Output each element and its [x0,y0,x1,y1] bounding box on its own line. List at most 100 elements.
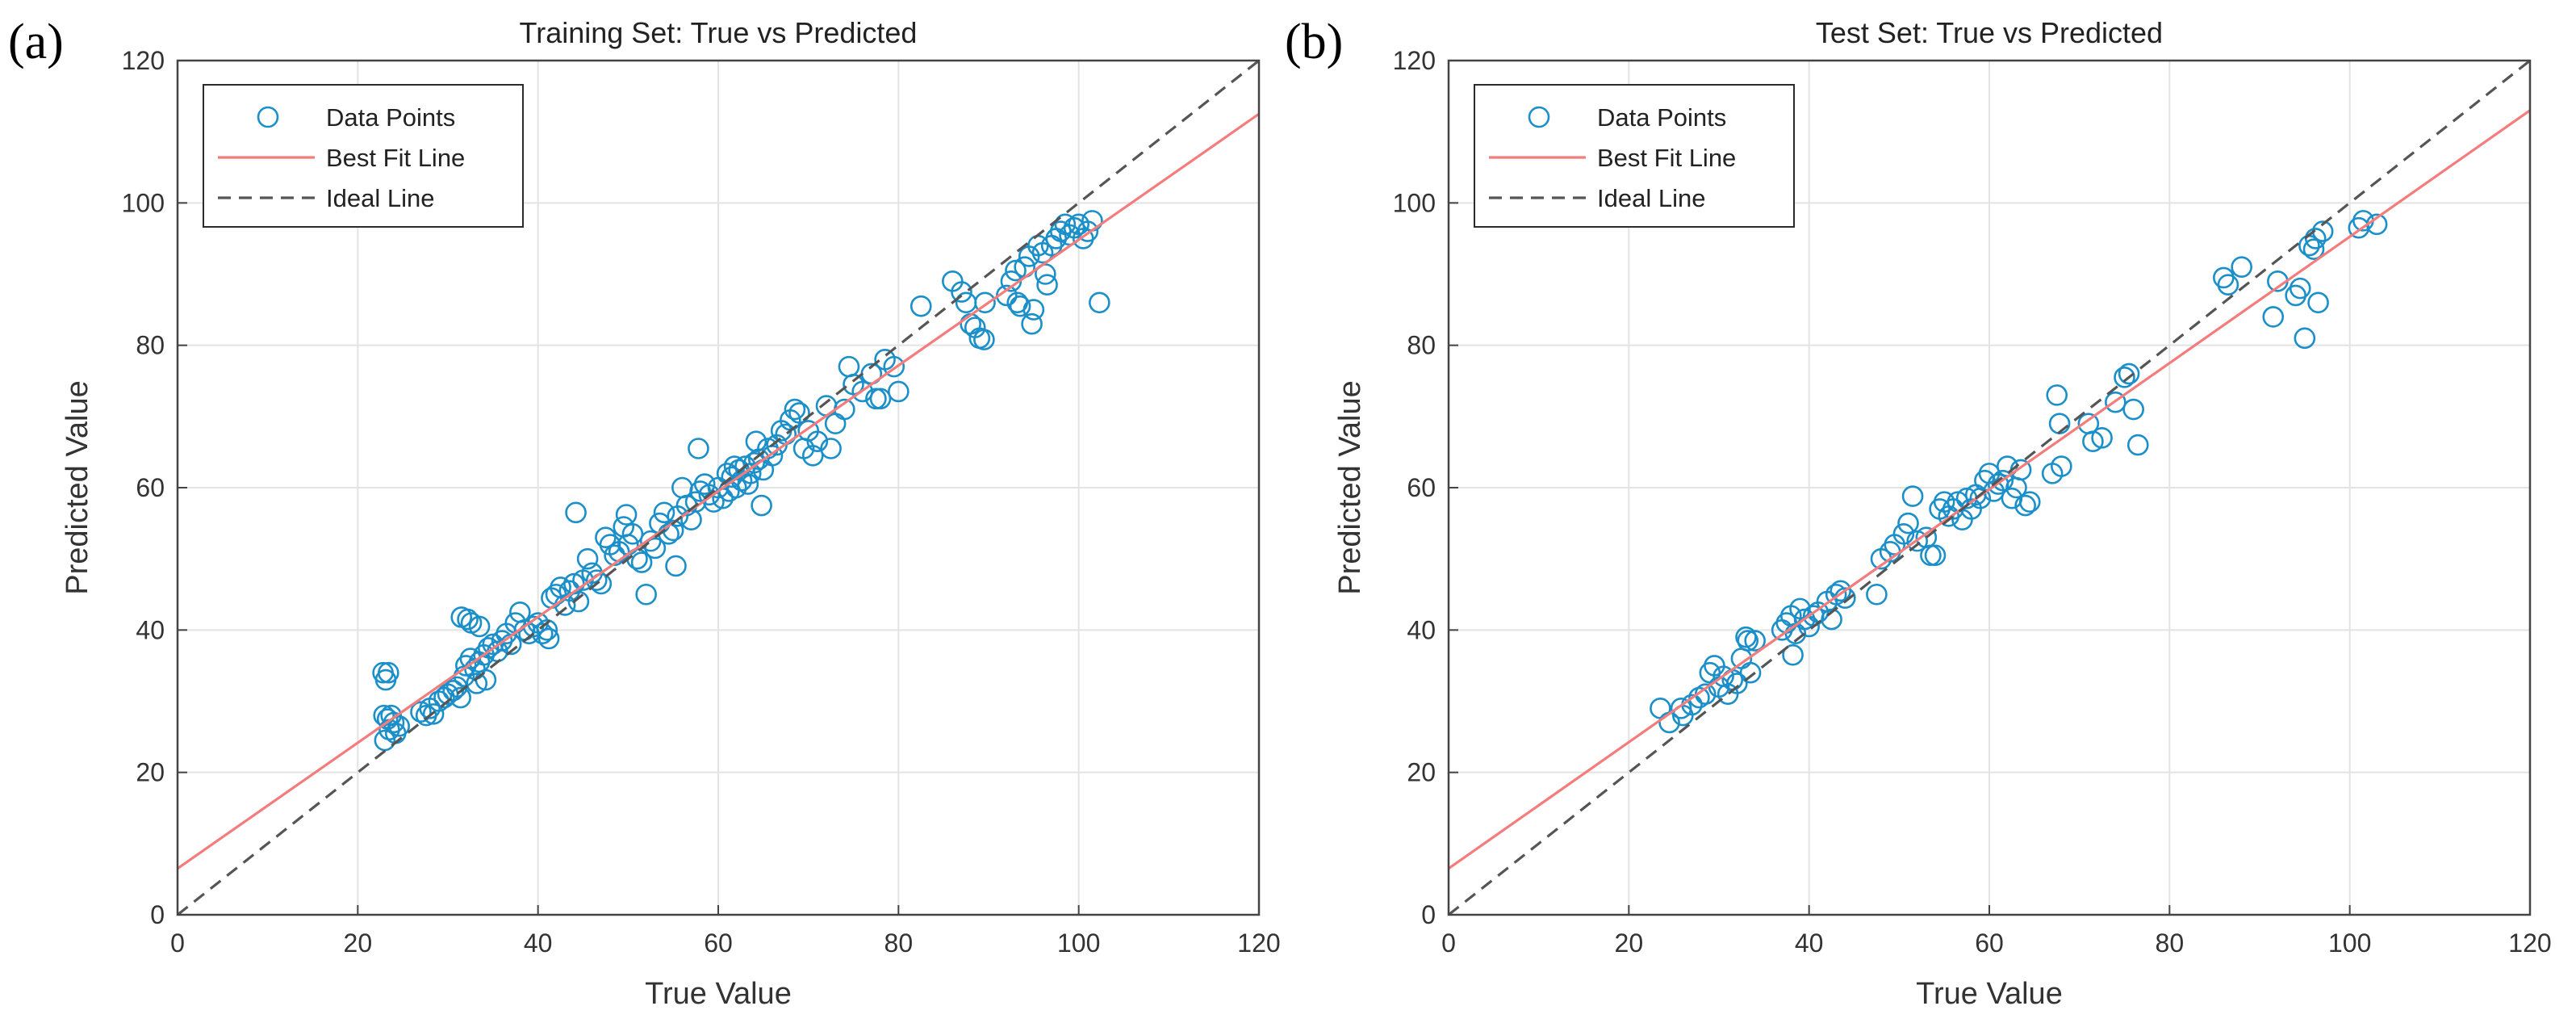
data-point [684,491,707,513]
data-point [820,438,842,459]
y-tick-label: 80 [1407,331,1436,360]
data-point [1924,544,1947,567]
data-point [693,473,716,495]
y-axis-label: Predicted Value [1333,380,1367,594]
y-tick-label: 60 [136,473,165,502]
y-tick-label: 0 [150,900,165,929]
data-point [745,430,767,452]
x-tick-label: 60 [704,928,733,958]
data-point [888,380,910,403]
data-point [1737,630,1759,652]
data-point [388,715,411,737]
data-point [1089,291,1110,314]
y-tick-label: 80 [136,331,165,360]
data-point [2231,256,2252,278]
legend-marker-data-points [257,106,279,128]
data-point [910,295,932,317]
data-point [665,555,687,577]
x-tick-label: 80 [884,928,914,958]
data-point [1005,259,1027,282]
panel-label: (a) [8,15,64,69]
data-point [2126,434,2149,456]
data-point [450,686,471,709]
data-point [2262,306,2285,328]
data-point [585,569,608,591]
data-point [1866,583,1888,606]
x-axis-label: True Value [645,977,792,1011]
x-tick-label: 40 [1795,928,1824,958]
data-point [2051,455,2072,477]
data-point [688,438,709,459]
legend-entry: Ideal Line [1597,184,1705,212]
data-point [468,615,491,638]
legend-marker-data-points [1528,106,1550,128]
y-tick-label: 100 [122,188,165,217]
data-point [2122,398,2144,421]
chart-panel-b: 0 20 40 60 80 100 120 0 20 40 60 80 100 120 Test Set: … [1285,15,2552,1011]
data-point [630,551,653,573]
y-tick-label: 100 [1393,188,1436,217]
data-point [883,355,905,378]
y-tick-label: 40 [136,615,165,644]
data-point [801,445,824,467]
legend: Data Points Best Fit Line Ideal Line [203,84,524,228]
y-tick-label: 60 [1407,473,1436,502]
data-point [2014,494,2036,517]
data-point [635,583,657,606]
data-point [806,430,829,452]
legend-box [203,84,524,228]
data-point [565,501,587,524]
data-point [1892,523,1915,545]
data-point [1054,213,1077,236]
data-point [576,547,599,570]
data-point [2018,491,2041,513]
data-point [537,627,560,650]
data-point [974,291,996,314]
data-point [422,703,445,725]
data-point [2307,291,2329,314]
data-point [567,590,590,613]
y-axis-label: Predicted Value [61,380,94,594]
chart-title: Test Set: True vs Predicted [1816,16,2163,49]
x-tick-label: 20 [344,928,373,958]
data-point [1825,583,1847,606]
x-axis-label: True Value [1916,977,2063,1011]
data-point [784,398,806,421]
data-point [1036,274,1058,296]
x-tick-label: 0 [170,928,185,958]
data-point [1726,673,1748,694]
data-point [1735,626,1757,648]
data-point [2217,274,2239,296]
data-point [788,402,810,424]
data-point [1077,220,1099,242]
data-point [536,619,558,641]
data-point [737,473,759,495]
legend-entry: Best Fit Line [326,144,465,172]
data-point [2046,384,2068,406]
data-point [973,329,995,350]
x-tick-label: 20 [1615,928,1644,958]
y-tick-label: 120 [1393,46,1436,75]
data-point [1782,643,1804,666]
x-tick-label: 100 [2328,928,2371,958]
chart-title: Training Set: True vs Predicted [520,16,918,49]
data-point [951,281,972,303]
y-tick-label: 40 [1407,615,1436,644]
data-point [1739,661,1762,684]
data-point [1821,608,1842,631]
data-point [2114,367,2135,388]
x-tick-label: 60 [1975,928,2004,958]
x-tick-label: 80 [2156,928,2185,958]
legend: Data Points Best Fit Line Ideal Line [1474,84,1795,228]
data-point [751,494,772,517]
chart-panel-a: 0 20 40 60 80 100 120 0 20 40 60 80 100 120 Training S… [8,15,1281,1011]
panel-label: (b) [1285,15,1343,69]
data-point [869,388,892,410]
x-tick-label: 100 [1057,928,1100,958]
data-point [2289,277,2311,300]
data-point [1744,630,1766,652]
data-point [1022,299,1045,321]
data-point [1897,512,1919,534]
data-point [2294,327,2316,350]
